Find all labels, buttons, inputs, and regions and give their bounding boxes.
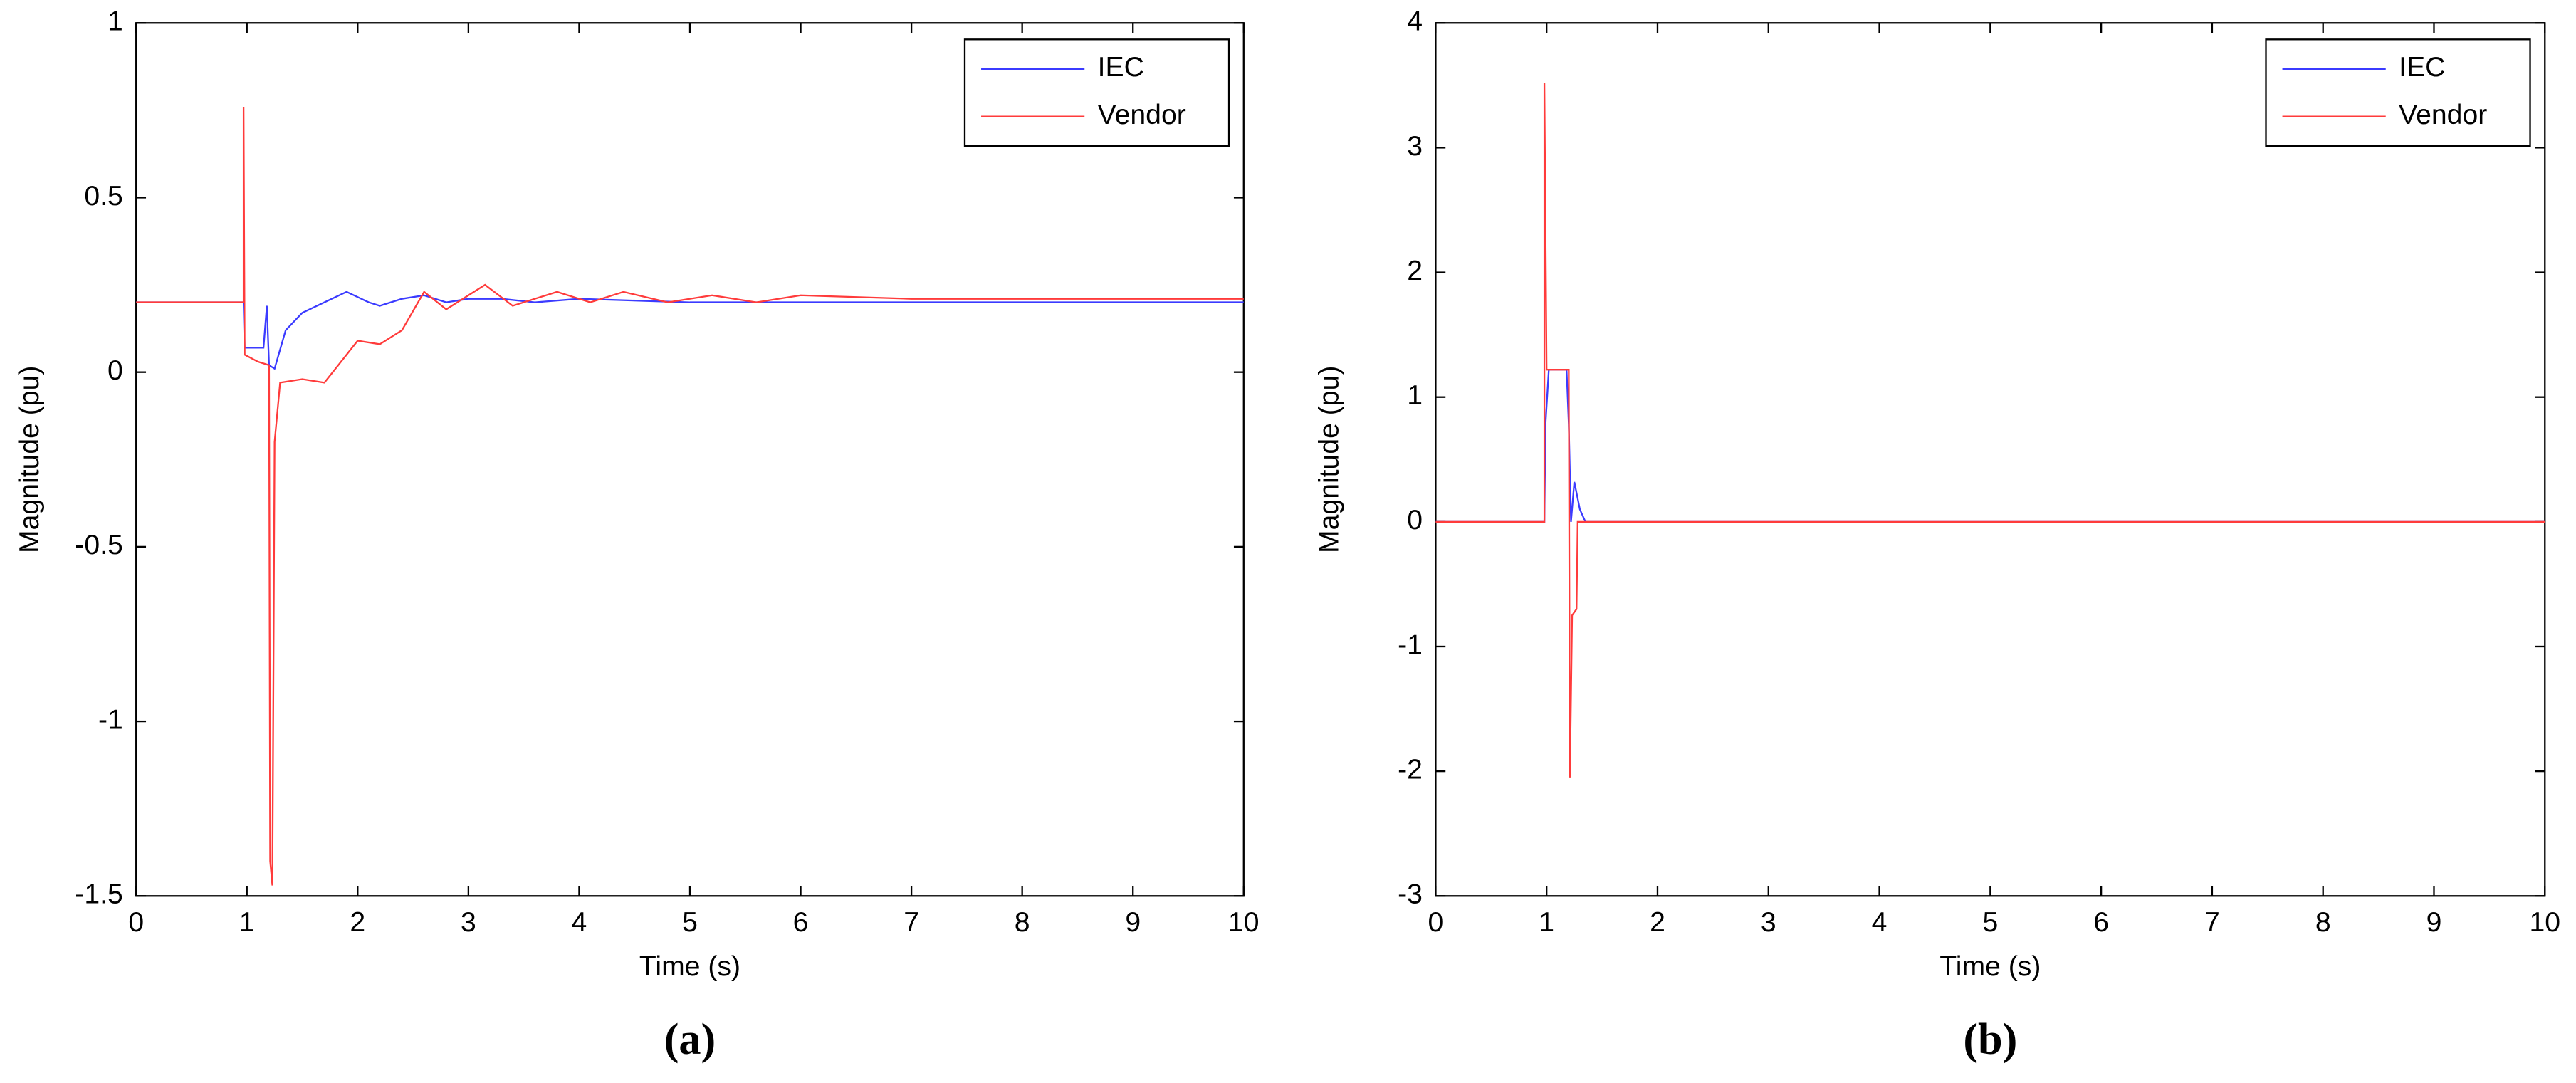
- x-tick-label: 8: [1015, 907, 1030, 938]
- x-tick-label: 5: [1982, 907, 1998, 938]
- x-tick-label: 7: [2204, 907, 2220, 938]
- y-tick-label: -1: [98, 704, 123, 735]
- y-tick-label: 1: [108, 6, 123, 37]
- x-tick-label: 2: [350, 907, 365, 938]
- x-tick-label: 3: [461, 907, 476, 938]
- y-tick-label: -0.5: [75, 530, 122, 560]
- y-axis-label: Magnitude (pu): [1314, 366, 1344, 553]
- x-tick-label: 10: [2530, 907, 2561, 938]
- legend-label: Vendor: [1098, 100, 1186, 130]
- x-tick-label: 3: [1761, 907, 1776, 938]
- x-axis-label: Time (s): [639, 951, 740, 982]
- x-tick-label: 4: [1872, 907, 1888, 938]
- legend-label: Vendor: [2399, 100, 2487, 130]
- x-tick-label: 7: [904, 907, 919, 938]
- x-tick-label: 5: [682, 907, 698, 938]
- legend-box: [963, 38, 1230, 147]
- y-tick-label: -1.5: [75, 879, 122, 910]
- y-tick-label: 3: [1407, 131, 1423, 162]
- x-tick-label: 0: [1428, 907, 1444, 938]
- x-tick-label: 9: [1125, 907, 1141, 938]
- x-tick-label: 4: [572, 907, 587, 938]
- y-tick-label: -2: [1398, 754, 1423, 785]
- y-tick-label: -3: [1398, 879, 1423, 910]
- legend-box: [2265, 38, 2531, 147]
- x-tick-label: 1: [1539, 907, 1554, 938]
- y-tick-label: -1: [1398, 629, 1423, 660]
- y-tick-label: 0: [1407, 505, 1423, 535]
- x-tick-label: 8: [2315, 907, 2331, 938]
- chart: 0 1 2 3 4 5 6 7 8 9 10 -1.5 -1 -0.5 0 0.5 1 Time (s) Magni…: [14, 6, 1259, 1064]
- series-line: [136, 106, 1244, 886]
- y-tick-label: 2: [1407, 256, 1423, 286]
- y-tick-label: 1: [1407, 380, 1423, 411]
- x-tick-label: 0: [128, 907, 144, 938]
- x-tick-label: 6: [793, 907, 809, 938]
- x-axis-label: Time (s): [1939, 951, 2041, 982]
- plot-area: [1435, 22, 2546, 897]
- legend-label: IEC: [1098, 52, 1144, 83]
- x-tick-label: 10: [1228, 907, 1260, 938]
- y-tick-label: 0: [108, 355, 123, 386]
- caption: (a): [664, 1015, 716, 1064]
- x-tick-label: 6: [2093, 907, 2109, 938]
- y-tick-label: 0.5: [84, 181, 122, 211]
- chart: 0 1 2 3 4 5 6 7 8 9 10 -3 -2 -1 0 1 2 3 4 Time (s) Magnitude…: [1314, 6, 2560, 1064]
- plot-area: [135, 22, 1245, 897]
- series-line: [1435, 83, 2545, 778]
- x-tick-label: 1: [239, 907, 255, 938]
- x-tick-label: 2: [1650, 907, 1665, 938]
- series-line: [136, 291, 1244, 370]
- y-tick-label: 4: [1407, 6, 1423, 37]
- legend-label: IEC: [2399, 52, 2445, 83]
- y-axis-label: Magnitude (pu): [14, 366, 45, 553]
- x-tick-label: 9: [2426, 907, 2442, 938]
- caption: (b): [1963, 1015, 2017, 1064]
